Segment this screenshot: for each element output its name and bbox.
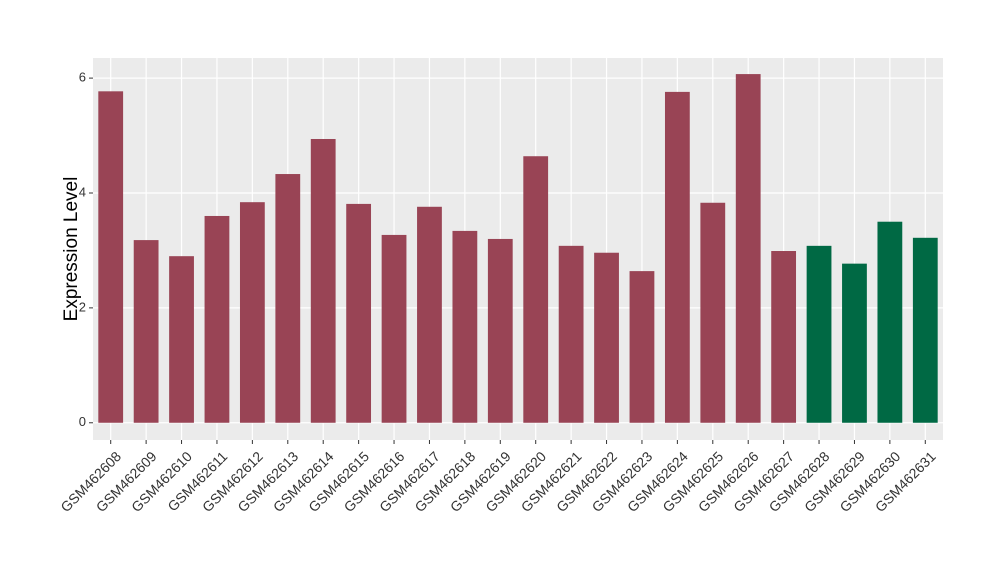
y-tick-label: 0 (79, 414, 86, 429)
bar (169, 256, 194, 423)
bar (842, 263, 867, 423)
bar (487, 238, 513, 423)
bar (417, 206, 442, 423)
bar (310, 138, 336, 423)
bar (523, 156, 549, 423)
y-tick-label: 6 (79, 70, 86, 85)
bar (98, 91, 124, 423)
bar (275, 174, 301, 423)
bar (771, 251, 797, 423)
bar (735, 74, 761, 423)
bar (133, 240, 159, 423)
bar (877, 221, 903, 423)
bar (239, 202, 265, 423)
y-axis-title: Expression Level (61, 177, 82, 322)
bar (594, 252, 619, 423)
bar (452, 230, 478, 423)
bar (629, 271, 655, 423)
y-tick-label: 4 (79, 184, 86, 199)
plot-panel (93, 58, 943, 440)
bar (204, 215, 230, 423)
bar (346, 203, 372, 423)
bar (664, 91, 690, 423)
bar (806, 245, 832, 423)
bar (558, 245, 584, 423)
bar (381, 234, 407, 423)
y-tick-label: 2 (79, 299, 86, 314)
bar (700, 202, 726, 423)
bar (912, 237, 938, 423)
